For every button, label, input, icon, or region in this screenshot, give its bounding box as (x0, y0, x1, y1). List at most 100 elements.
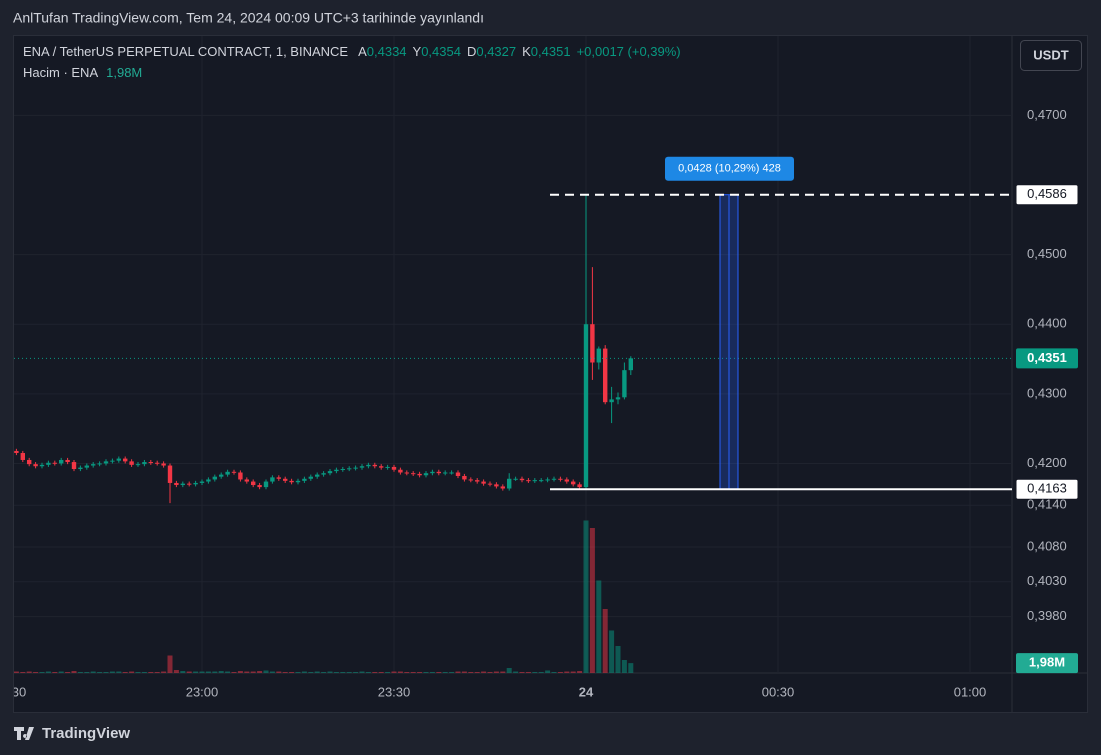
volume-bar (596, 580, 602, 673)
volume-bar (186, 671, 192, 673)
candle-body (52, 462, 57, 464)
candle-body (46, 462, 51, 465)
volume-bar (365, 672, 371, 673)
candle-body (551, 478, 557, 480)
ohlc-key: K (522, 44, 531, 59)
volume-bar (116, 671, 122, 673)
volume-bar (84, 672, 90, 673)
volume-bar (263, 670, 269, 673)
volume-bar (564, 671, 570, 673)
y-tick-label: 0,3980 (1027, 608, 1067, 623)
volume-bar (314, 671, 320, 673)
currency[interactable]: USDT (1033, 47, 1068, 62)
volume-bar (122, 672, 128, 673)
candle-body (244, 479, 249, 482)
volume-bar (52, 672, 58, 673)
volume-bar (340, 672, 346, 673)
candle-body (33, 464, 38, 467)
candle-body (27, 459, 32, 465)
volume-bar (39, 672, 45, 673)
last-price-badge (1016, 348, 1078, 369)
y-tick-label: 0,4500 (1027, 246, 1067, 261)
symbol: ENA / TetherUS PERPETUAL CONTRACT, 1, BI… (23, 44, 348, 59)
brand: TradingView (42, 725, 130, 742)
volume-bar (231, 672, 237, 673)
volume-bar (276, 671, 282, 673)
volume-bar (417, 672, 423, 673)
candle-body (615, 397, 621, 400)
candle-body (238, 472, 243, 480)
volume-bar (359, 671, 365, 673)
candle-body (327, 471, 333, 474)
candle-body (110, 460, 115, 462)
candle-body (315, 474, 320, 477)
x-tick-label: 22:30 (0, 684, 26, 699)
candle-body (443, 472, 448, 474)
candle-body (423, 473, 429, 476)
volume-bar (468, 672, 474, 673)
volume-bar (353, 672, 359, 673)
volume-bar (577, 671, 583, 673)
volume-bar (525, 672, 531, 673)
candle-body (135, 464, 141, 466)
candle-body (84, 465, 89, 468)
volume-bar (193, 671, 199, 673)
candle-body (430, 471, 435, 474)
candle-body (225, 471, 230, 475)
candle-body (366, 464, 371, 467)
candle-body (372, 464, 377, 467)
volume-bar (135, 672, 141, 673)
volume-bar (103, 672, 109, 673)
candle-body (123, 458, 128, 462)
volume-bar (628, 663, 634, 673)
candle-body (59, 459, 64, 464)
candle-body (494, 484, 499, 487)
y-tick-label: 0,4700 (1027, 107, 1067, 122)
ohlc-value: 0,4354 (421, 44, 461, 59)
candle-body (187, 483, 192, 485)
candle-body (174, 482, 179, 486)
volume-bar (532, 672, 538, 673)
volume-bar (180, 671, 186, 673)
candle-body (468, 479, 473, 481)
volume-bar (173, 670, 179, 673)
candle-body (142, 462, 147, 465)
volume-bar (109, 671, 115, 673)
ohlc-value: 0,4351 (531, 44, 571, 59)
volume-bar (372, 672, 378, 673)
volume-badge-label: 1,98M (1029, 655, 1065, 670)
candle-body (571, 481, 576, 485)
candle-body (199, 481, 205, 483)
candle-body (622, 370, 627, 398)
volume-bar (513, 671, 519, 673)
volume-bar (493, 671, 499, 673)
candle-body (20, 453, 25, 460)
candle-body (603, 348, 608, 403)
volume-bar (506, 668, 512, 673)
candle-body (251, 481, 256, 486)
price-line-label: 0,4586 (1027, 186, 1067, 201)
candle-body (78, 467, 83, 470)
chart-frame (13, 35, 1088, 713)
price-line-badge (1015, 184, 1079, 206)
candle-body (289, 480, 294, 483)
volume-bar (26, 671, 32, 673)
ohlc-value: 0,4334 (367, 44, 407, 59)
volume-bar (391, 671, 397, 673)
volume-bar (583, 520, 589, 673)
legend: ENA / TetherUS PERPETUAL CONTRACT, 1, BI… (23, 44, 681, 59)
volume-bar (404, 672, 410, 673)
candle-body (161, 463, 166, 466)
candle-body (14, 450, 19, 454)
volume-bar (289, 672, 295, 673)
currency-button[interactable] (1020, 40, 1082, 71)
volume-bar (218, 671, 224, 673)
volume-bar (205, 671, 211, 673)
candle-body (526, 480, 531, 482)
measure-label: 0,0428 (10,29%) 428 (678, 163, 781, 175)
candle-body (391, 466, 397, 470)
volume-bar (474, 672, 480, 673)
volume-bar (538, 672, 544, 673)
volume-bar (327, 671, 333, 673)
